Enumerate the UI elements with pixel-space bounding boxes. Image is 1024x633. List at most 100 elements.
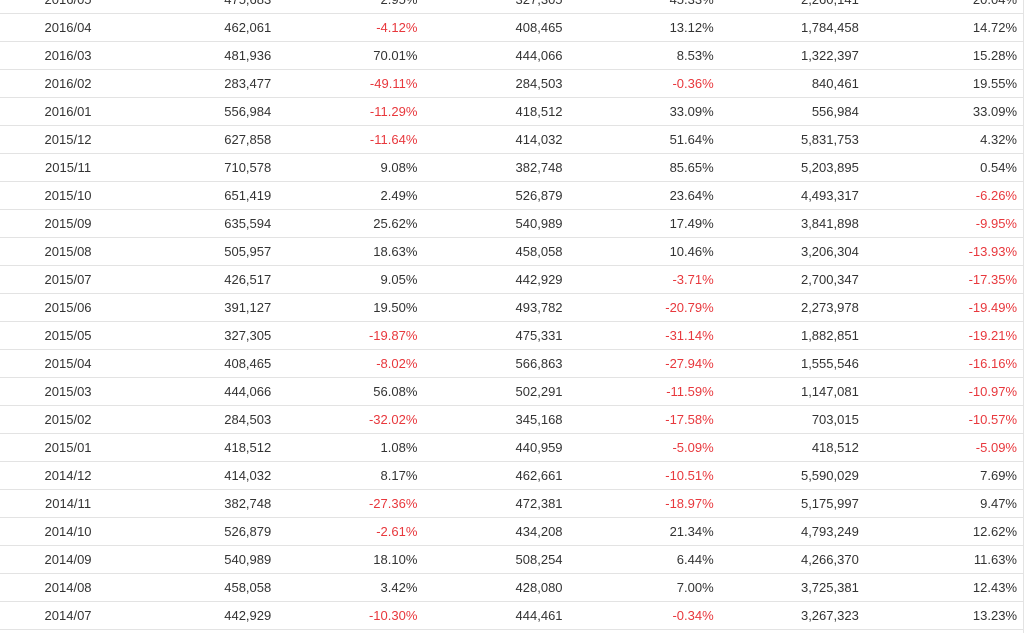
cell-value-b: 428,080 <box>435 573 583 602</box>
cell-change-b: 10.46% <box>582 237 730 266</box>
cell-month: 2015/07 <box>0 265 137 294</box>
cell-value-a: 556,984 <box>136 97 288 126</box>
cell-change-b: -17.58% <box>582 405 730 434</box>
cell-value-a: 426,517 <box>136 265 288 294</box>
cell-change-b: 45.33% <box>582 0 730 14</box>
cell-value-b: 526,879 <box>435 181 583 210</box>
cell-change-b: 13.12% <box>582 13 730 42</box>
cell-value-b: 458,058 <box>435 237 583 266</box>
table-row: 2015/04 408,465 -8.02% 566,863 -27.94% 1,555,… <box>0 349 1024 378</box>
cell-change-a: 2.95% <box>287 0 436 14</box>
cell-value-a: 526,879 <box>136 517 288 546</box>
cell-cumulative: 1,147,081 <box>729 377 877 406</box>
cell-change-a: -2.61% <box>287 517 436 546</box>
cell-change-b: -27.94% <box>582 349 730 378</box>
cell-change-b: -0.36% <box>582 69 730 98</box>
cell-change-a: 2.49% <box>287 181 436 210</box>
cell-value-a: 627,858 <box>136 125 288 154</box>
table-row: 2014/12 414,032 8.17% 462,661 -10.51% 5,590,0… <box>0 461 1024 490</box>
cell-change-a: -8.02% <box>287 349 436 378</box>
cell-cumulative-change: -19.49% <box>876 293 1024 322</box>
table-row: 2015/10 651,419 2.49% 526,879 23.64% 4,493,31… <box>0 181 1024 210</box>
cell-change-a: 18.63% <box>287 237 436 266</box>
cell-change-a: -32.02% <box>287 405 436 434</box>
cell-value-a: 651,419 <box>136 181 288 210</box>
cell-value-a: 414,032 <box>136 461 288 490</box>
cell-value-b: 327,305 <box>435 0 583 14</box>
cell-month: 2015/11 <box>0 153 137 182</box>
table-row: 2015/05 327,305 -19.87% 475,331 -31.14% 1,882… <box>0 321 1024 350</box>
cell-value-b: 440,959 <box>435 433 583 462</box>
cell-cumulative-change: -5.09% <box>876 433 1024 462</box>
cell-month: 2014/12 <box>0 461 137 490</box>
table-row: 2015/11 710,578 9.08% 382,748 85.65% 5,203,89… <box>0 153 1024 182</box>
cell-month: 2014/09 <box>0 545 137 574</box>
cell-value-a: 540,989 <box>136 545 288 574</box>
cell-cumulative-change: -10.97% <box>876 377 1024 406</box>
table-row: 2016/01 556,984 -11.29% 418,512 33.09% 556,98… <box>0 97 1024 126</box>
cell-change-a: -4.12% <box>287 13 436 42</box>
cell-change-a: 19.50% <box>287 293 436 322</box>
cell-change-a: 25.62% <box>287 209 436 238</box>
cell-value-b: 444,461 <box>435 601 583 630</box>
table-row: 2015/03 444,066 56.08% 502,291 -11.59% 1,147,… <box>0 377 1024 406</box>
table-row: 2016/03 481,936 70.01% 444,066 8.53% 1,322,39… <box>0 41 1024 70</box>
cell-value-a: 444,066 <box>136 377 288 406</box>
cell-value-a: 635,594 <box>136 209 288 238</box>
cell-value-a: 284,503 <box>136 405 288 434</box>
cell-value-b: 508,254 <box>435 545 583 574</box>
cell-change-a: 56.08% <box>287 377 436 406</box>
cell-change-b: 23.64% <box>582 181 730 210</box>
cell-cumulative-change: 20.04% <box>876 0 1024 14</box>
cell-month: 2014/11 <box>0 489 137 518</box>
cell-month: 2015/08 <box>0 237 137 266</box>
cell-value-b: 408,465 <box>435 13 583 42</box>
cell-cumulative: 3,841,898 <box>729 209 877 238</box>
cell-change-a: 70.01% <box>287 41 436 70</box>
cell-cumulative-change: 12.43% <box>876 573 1024 602</box>
cell-month: 2016/05 <box>0 0 137 14</box>
table-row: 2016/05475,6832.95%327,30545.33%2,260,14… <box>0 0 1024 14</box>
cell-cumulative: 4,493,317 <box>729 181 877 210</box>
cell-cumulative: 556,984 <box>729 97 877 126</box>
cell-month: 2015/06 <box>0 293 137 322</box>
cell-value-a: 458,058 <box>136 573 288 602</box>
cell-value-a: 462,061 <box>136 13 288 42</box>
cell-value-b: 475,331 <box>435 321 583 350</box>
cell-month: 2015/12 <box>0 125 137 154</box>
cell-change-a: 18.10% <box>287 545 436 574</box>
cell-change-b: 21.34% <box>582 517 730 546</box>
cell-cumulative: 5,175,997 <box>729 489 877 518</box>
cell-change-b: -0.34% <box>582 601 730 630</box>
cell-value-a: 408,465 <box>136 349 288 378</box>
cell-value-a: 382,748 <box>136 489 288 518</box>
cell-cumulative: 418,512 <box>729 433 877 462</box>
cell-month: 2015/01 <box>0 433 137 462</box>
table-row: 2015/02 284,503 -32.02% 345,168 -17.58% 703,0… <box>0 405 1024 434</box>
cell-cumulative-change: 11.63% <box>876 545 1024 574</box>
table-row: 2014/08 458,058 3.42% 428,080 7.00% 3,725,381… <box>0 573 1024 602</box>
cell-value-b: 444,066 <box>435 41 583 70</box>
cell-month: 2015/04 <box>0 349 137 378</box>
cell-month: 2015/05 <box>0 321 137 350</box>
cell-month: 2014/08 <box>0 573 137 602</box>
cell-cumulative: 1,322,397 <box>729 41 877 70</box>
cell-value-b: 442,929 <box>435 265 583 294</box>
cell-cumulative: 2,700,347 <box>729 265 877 294</box>
cell-value-a: 327,305 <box>136 321 288 350</box>
cell-cumulative-change: 9.47% <box>876 489 1024 518</box>
cell-change-b: -5.09% <box>582 433 730 462</box>
cell-month: 2016/03 <box>0 41 137 70</box>
cell-cumulative: 1,784,458 <box>729 13 877 42</box>
cell-value-a: 418,512 <box>136 433 288 462</box>
cell-value-b: 345,168 <box>435 405 583 434</box>
cell-change-b: -11.59% <box>582 377 730 406</box>
cell-value-b: 540,989 <box>435 209 583 238</box>
cell-cumulative: 5,203,895 <box>729 153 877 182</box>
cell-change-a: 8.17% <box>287 461 436 490</box>
cell-cumulative-change: -9.95% <box>876 209 1024 238</box>
cell-month: 2014/10 <box>0 517 137 546</box>
cell-cumulative: 1,555,546 <box>729 349 877 378</box>
